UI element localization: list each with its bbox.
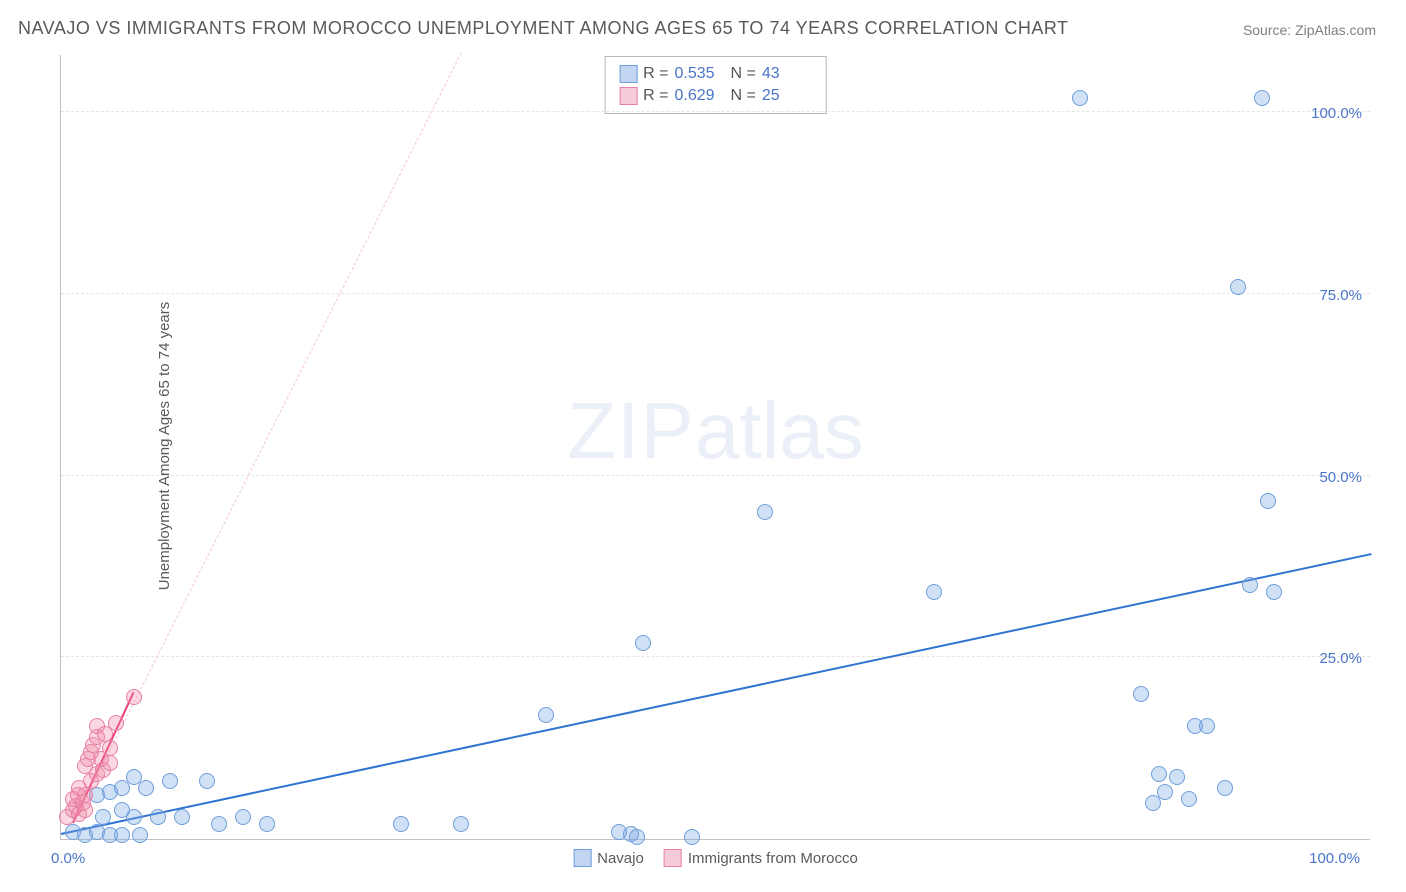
y-tick-label: 50.0% — [1319, 469, 1362, 486]
data-point-navajo[interactable] — [1254, 90, 1270, 106]
r-value-navajo: 0.535 — [675, 65, 725, 83]
data-point-morocco[interactable] — [77, 802, 93, 818]
n-value-morocco: 25 — [762, 87, 812, 105]
series-legend: Navajo Immigrants from Morocco — [573, 849, 858, 867]
swatch-morocco — [664, 849, 682, 867]
x-tick-label: 0.0% — [51, 850, 85, 867]
x-tick-label: 100.0% — [1309, 850, 1360, 867]
r-label: R = — [643, 87, 668, 105]
data-point-navajo[interactable] — [235, 809, 251, 825]
data-point-navajo[interactable] — [114, 827, 130, 843]
data-point-navajo[interactable] — [1260, 493, 1276, 509]
data-point-navajo[interactable] — [635, 635, 651, 651]
data-point-navajo[interactable] — [538, 707, 554, 723]
legend-item-morocco: Immigrants from Morocco — [664, 849, 858, 867]
data-point-navajo[interactable] — [126, 809, 142, 825]
data-point-navajo[interactable] — [259, 816, 275, 832]
r-label: R = — [643, 65, 668, 83]
data-point-navajo[interactable] — [757, 504, 773, 520]
data-point-navajo[interactable] — [132, 827, 148, 843]
trend-line — [61, 554, 1371, 836]
legend-item-navajo: Navajo — [573, 849, 644, 867]
data-point-navajo[interactable] — [1242, 577, 1258, 593]
data-point-navajo[interactable] — [211, 816, 227, 832]
correlation-legend: R = 0.535 N = 43 R = 0.629 N = 25 — [604, 56, 827, 114]
data-point-navajo[interactable] — [95, 809, 111, 825]
gridline — [61, 293, 1370, 294]
data-point-navajo[interactable] — [453, 816, 469, 832]
data-point-morocco[interactable] — [126, 689, 142, 705]
source-label: Source: — [1243, 22, 1291, 38]
data-point-navajo[interactable] — [138, 780, 154, 796]
data-point-navajo[interactable] — [926, 584, 942, 600]
source-link[interactable]: ZipAtlas.com — [1295, 22, 1376, 38]
n-label: N = — [731, 87, 756, 105]
n-label: N = — [731, 65, 756, 83]
data-point-navajo[interactable] — [1133, 686, 1149, 702]
legend-label-navajo: Navajo — [597, 850, 644, 867]
y-tick-label: 25.0% — [1319, 650, 1362, 667]
n-value-navajo: 43 — [762, 65, 812, 83]
watermark: ZIPatlas — [567, 385, 863, 477]
data-point-navajo[interactable] — [1199, 718, 1215, 734]
data-point-navajo[interactable] — [1151, 766, 1167, 782]
data-point-navajo[interactable] — [162, 773, 178, 789]
source-attribution: Source: ZipAtlas.com — [1243, 22, 1376, 38]
y-tick-label: 100.0% — [1311, 105, 1362, 122]
data-point-navajo[interactable] — [629, 829, 645, 845]
data-point-morocco[interactable] — [108, 715, 124, 731]
gridline — [61, 475, 1370, 476]
y-tick-label: 75.0% — [1319, 287, 1362, 304]
legend-row-navajo: R = 0.535 N = 43 — [619, 63, 812, 85]
data-point-navajo[interactable] — [684, 829, 700, 845]
data-point-navajo[interactable] — [1181, 791, 1197, 807]
legend-label-morocco: Immigrants from Morocco — [688, 850, 858, 867]
data-point-navajo[interactable] — [199, 773, 215, 789]
chart-title: NAVAJO VS IMMIGRANTS FROM MOROCCO UNEMPL… — [18, 18, 1069, 39]
data-point-navajo[interactable] — [1169, 769, 1185, 785]
trend-line — [73, 53, 462, 824]
data-point-morocco[interactable] — [102, 740, 118, 756]
data-point-morocco[interactable] — [77, 787, 93, 803]
legend-row-morocco: R = 0.629 N = 25 — [619, 85, 812, 107]
swatch-navajo — [619, 65, 637, 83]
swatch-morocco — [619, 87, 637, 105]
data-point-morocco[interactable] — [102, 755, 118, 771]
data-point-navajo[interactable] — [1230, 279, 1246, 295]
gridline — [61, 656, 1370, 657]
data-point-navajo[interactable] — [1072, 90, 1088, 106]
gridline — [61, 111, 1370, 112]
data-point-navajo[interactable] — [174, 809, 190, 825]
r-value-morocco: 0.629 — [675, 87, 725, 105]
data-point-navajo[interactable] — [1266, 584, 1282, 600]
data-point-navajo[interactable] — [150, 809, 166, 825]
swatch-navajo — [573, 849, 591, 867]
scatter-plot-area: ZIPatlas R = 0.535 N = 43 R = 0.629 N = … — [60, 55, 1370, 840]
data-point-navajo[interactable] — [1157, 784, 1173, 800]
data-point-navajo[interactable] — [1217, 780, 1233, 796]
data-point-navajo[interactable] — [393, 816, 409, 832]
